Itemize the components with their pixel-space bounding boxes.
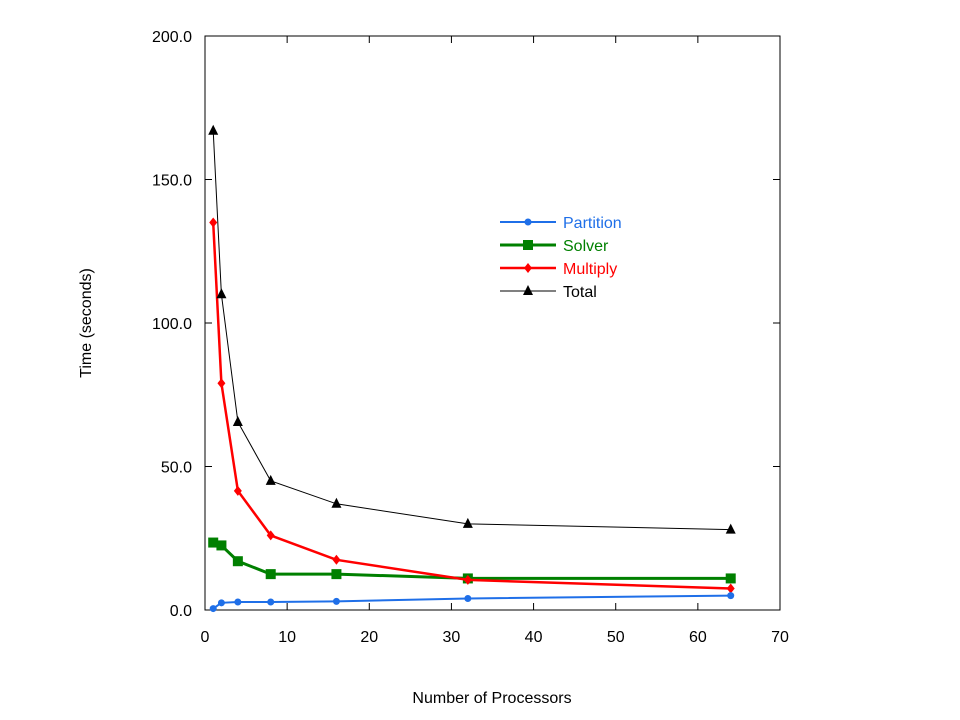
legend-label-partition: Partition: [563, 215, 622, 232]
legend: Partition Solver Multiply Total: [500, 215, 622, 301]
data-point-total: [208, 124, 219, 135]
x-tick-label: 50: [607, 629, 625, 646]
data-point-total: [331, 497, 342, 508]
y-tick-label: 200.0: [152, 29, 192, 46]
data-point-multiply: [726, 583, 735, 594]
data-point-total: [232, 416, 243, 427]
legend-item-total: Total: [500, 284, 597, 301]
data-point-solver: [232, 556, 243, 567]
axis-ticks: 0 10 20 30 40 50 60 70 0.0 50.0 100.0 150.0 200.0: [152, 29, 789, 646]
data-point-partition: [464, 595, 472, 603]
legend-item-partition: Partition: [500, 215, 622, 232]
data-point-total: [265, 474, 276, 485]
legend-marker-total: [523, 285, 533, 295]
data-point-partition: [267, 598, 275, 606]
data-point-partition: [217, 599, 225, 607]
series-line-total: [212, 130, 731, 531]
series-partition: [209, 592, 735, 613]
data-point-partition: [234, 598, 242, 606]
series-line-multiply: [211, 222, 731, 590]
y-tick-label: 0.0: [170, 603, 192, 620]
x-tick-label: 0: [201, 629, 210, 646]
data-point-total: [216, 288, 227, 299]
data-point-solver: [725, 573, 736, 584]
legend-item-solver: Solver: [500, 238, 609, 255]
y-tick-label: 50.0: [161, 460, 192, 477]
series-solver: [208, 537, 736, 584]
data-point-multiply: [266, 530, 275, 541]
data-point-multiply: [463, 574, 472, 585]
data-point-multiply: [217, 378, 226, 389]
x-tick-label: 20: [360, 629, 378, 646]
x-tick-label: 40: [525, 629, 543, 646]
data-point-multiply: [209, 217, 218, 228]
data-point-partition: [332, 597, 340, 605]
x-tick-label: 30: [443, 629, 461, 646]
data-point-total: [725, 523, 736, 534]
data-point-solver: [216, 540, 227, 551]
x-tick-label: 10: [278, 629, 296, 646]
x-tick-label: 70: [771, 629, 789, 646]
y-axis-title: Time (seconds): [78, 268, 95, 378]
legend-label-total: Total: [563, 284, 597, 301]
legend-marker-partition: [524, 218, 532, 226]
data-point-solver: [331, 569, 342, 580]
legend-marker-solver: [523, 240, 533, 250]
series-multiply: [209, 217, 735, 594]
x-tick-label: 60: [689, 629, 707, 646]
data-point-multiply: [233, 485, 242, 496]
plot-area-frame: [204, 35, 781, 611]
series-total: [208, 124, 736, 534]
y-tick-label: 100.0: [152, 316, 192, 333]
data-point-partition: [209, 605, 217, 613]
data-point-solver: [208, 537, 219, 548]
series-line-solver: [212, 541, 731, 580]
y-tick-label: 150.0: [152, 173, 192, 190]
legend-label-solver: Solver: [563, 238, 609, 255]
legend-label-multiply: Multiply: [563, 261, 617, 278]
legend-item-multiply: Multiply: [500, 261, 617, 278]
data-point-multiply: [332, 554, 341, 565]
data-point-solver: [265, 569, 276, 580]
series-layer: [208, 124, 736, 613]
data-point-partition: [727, 592, 735, 600]
x-axis-title: Number of Processors: [412, 690, 571, 707]
data-point-total: [462, 517, 473, 528]
series-line-partition: [212, 594, 731, 610]
legend-marker-multiply: [524, 263, 532, 273]
